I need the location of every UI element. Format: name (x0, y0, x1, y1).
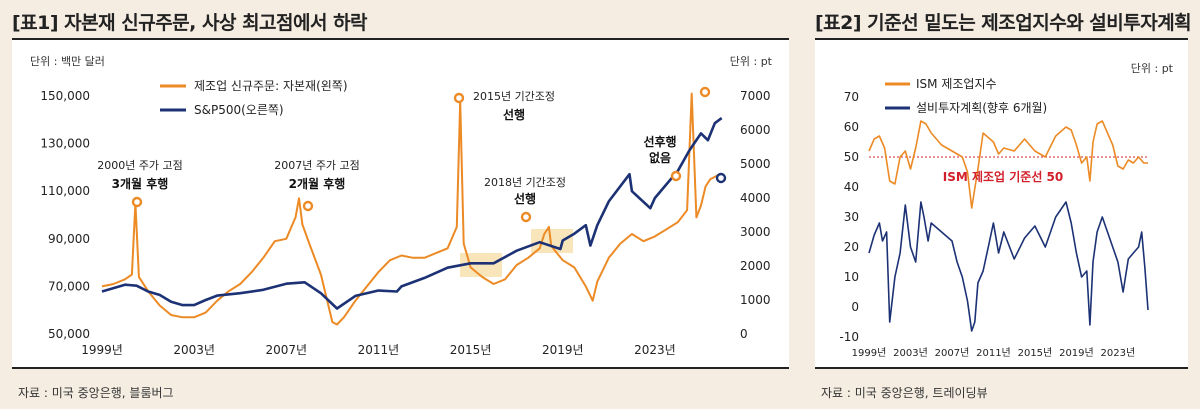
x-tick-label: 2007년 (935, 347, 970, 359)
capital-goods-orders-line (101, 92, 720, 326)
x-tick-label: 2023년 (634, 343, 676, 357)
right-y-tick-label: 5000 (740, 157, 771, 171)
sp500-line (101, 117, 723, 310)
left-y-tick-label: 70,000 (48, 279, 90, 293)
left-y-tick-label: 50,000 (48, 327, 90, 341)
ism-index-line (868, 120, 1148, 209)
peak-marker-2007 (302, 200, 314, 212)
x-tick-label: 2003년 (893, 347, 928, 359)
left-chart-title: [표1] 자본재 신규주문, 사상 최고점에서 하락 (12, 12, 368, 34)
y-tick-label: 70 (844, 90, 859, 104)
right-axis-unit-label: 단위 : pt (730, 55, 773, 68)
y-tick-label: 30 (844, 210, 859, 224)
x-tick-label: 2011년 (976, 347, 1011, 359)
peak-marker-2025 (699, 86, 711, 98)
left-chart-svg: 단위 : 백만 달러 단위 : pt 50,000 70,000 90,000 110… (30, 55, 773, 357)
right-chart-title: [표2] 기준선 밑도는 제조업지수와 설비투자계획 (815, 12, 1192, 34)
x-tick-label: 2003년 (173, 343, 215, 357)
capex-plan-line (868, 201, 1149, 332)
x-tick-label: 2019년 (542, 343, 584, 357)
annotation-2000-line1: 2000년 주가 고점 (97, 159, 183, 172)
right-y-tick-label: 6000 (740, 123, 771, 137)
right-y-tick-label: 1000 (740, 293, 771, 307)
left-y-tick-label: 130,000 (40, 137, 90, 151)
annotation-2018-line2: 선행 (514, 191, 536, 206)
x-tick-label: 2023년 (1101, 347, 1136, 359)
sp500-end-marker (715, 172, 727, 184)
annotation-2007-line1: 2007년 주가 고점 (274, 159, 360, 172)
legend-orders-label: 제조업 신규주문: 자본재(왼쪽) (194, 79, 348, 93)
y-tick-label: 0 (851, 300, 859, 314)
y-tick-label: -10 (839, 330, 859, 344)
annotation-2015-line2: 선행 (503, 107, 525, 122)
legend-sp500-label: S&P500(오른쪽) (194, 103, 284, 117)
annotation-2018-line1: 2018년 기간조정 (484, 176, 566, 189)
right-source: 자료 : 미국 중앙은행, 트레이딩뷰 (821, 386, 988, 400)
right-y-tick-label: 7000 (740, 89, 771, 103)
right-y-tick-label: 3000 (740, 225, 771, 239)
x-tick-label: 2011년 (358, 343, 400, 357)
annotation-2000-line2: 3개월 후행 (112, 176, 169, 191)
y-tick-label: 60 (844, 120, 859, 134)
left-source: 자료 : 미국 중앙은행, 블룸버그 (18, 386, 174, 400)
right-y-tick-label: 4000 (740, 191, 771, 205)
y-tick-label: 40 (844, 180, 859, 194)
baseline-label: ISM 제조업 기준선 50 (943, 169, 1064, 184)
peak-marker-latest (670, 170, 682, 182)
y-tick-label: 50 (844, 150, 859, 164)
legend-ism-label: ISM 제조업지수 (916, 77, 997, 91)
left-unit-label: 단위 : 백만 달러 (30, 55, 105, 68)
y-tick-label: 20 (844, 240, 859, 254)
x-tick-label: 2007년 (265, 343, 307, 357)
y-tick-label: 10 (844, 270, 859, 284)
peak-marker-2015 (453, 92, 465, 104)
left-chart-frame: 단위 : 백만 달러 단위 : pt 50,000 70,000 90,000 110… (12, 38, 789, 369)
annotation-latest-line2: 없음 (649, 150, 671, 165)
right-unit-label: 단위 : pt (1131, 62, 1174, 75)
annotation-2007-line2: 2개월 후행 (289, 176, 346, 191)
legend-capex-label: 설비투자계획(향후 6개월) (916, 101, 1047, 115)
left-y-tick-label: 150,000 (40, 89, 90, 103)
x-tick-label: 1999년 (852, 347, 887, 359)
x-tick-label: 2019년 (1059, 347, 1094, 359)
left-y-tick-label: 90,000 (48, 232, 90, 246)
right-y-tick-label: 0 (740, 327, 748, 341)
right-chart-svg: 단위 : pt -10 0 10 20 30 40 50 60 70 1999년 2003년 2007… (839, 62, 1174, 359)
x-tick-label: 2015년 (1018, 347, 1053, 359)
right-y-tick-label: 2000 (740, 259, 771, 273)
peak-marker-2018 (520, 211, 532, 223)
annotation-latest-line1: 선후행 (643, 134, 676, 149)
x-tick-label: 1999년 (81, 343, 123, 357)
x-tick-label: 2015년 (450, 343, 492, 357)
right-chart-frame: 단위 : pt -10 0 10 20 30 40 50 60 70 1999년 2003년 2007… (815, 38, 1188, 369)
annotation-2015-line1: 2015년 기간조정 (473, 90, 555, 103)
peak-marker-2000 (131, 196, 143, 208)
left-y-tick-label: 110,000 (40, 184, 90, 198)
